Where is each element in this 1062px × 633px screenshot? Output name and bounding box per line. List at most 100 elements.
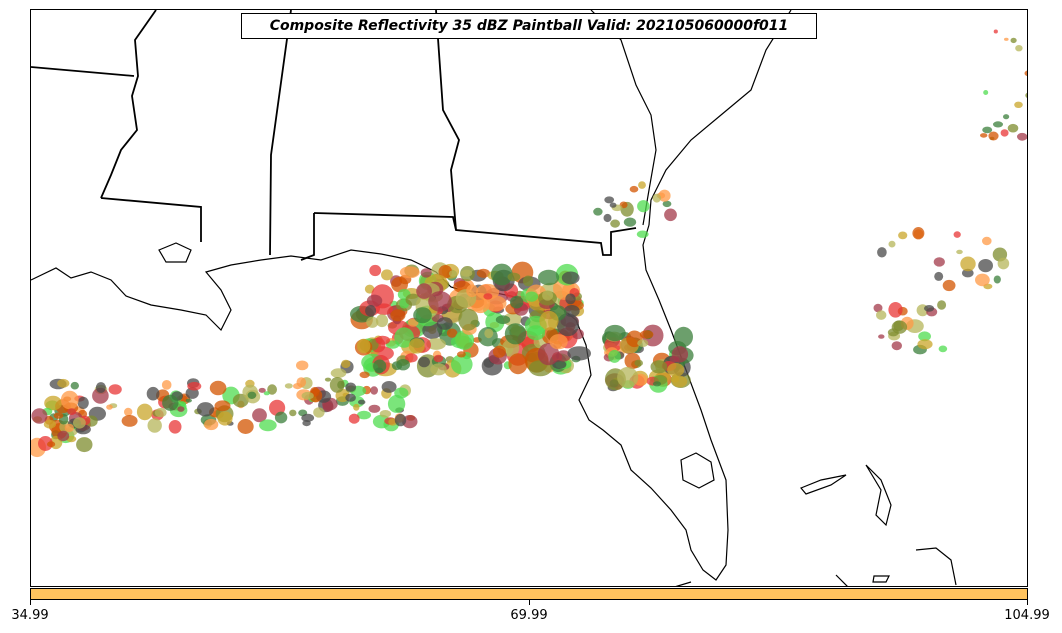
boundary-perdido: [300, 213, 315, 261]
island-bahamas-1: [800, 474, 847, 495]
echo-blob: [57, 430, 70, 442]
echo-blob: [44, 395, 62, 411]
echo-blob: [136, 403, 153, 421]
echo-blob: [451, 354, 473, 375]
echo-blob: [639, 330, 654, 339]
echo-blob: [617, 366, 639, 388]
reflectivity-echoes: [31, 29, 1027, 458]
echo-blob: [296, 360, 309, 371]
echo-blob: [348, 413, 360, 424]
echo-blob: [341, 359, 351, 369]
echo-blob: [289, 409, 297, 417]
echo-blob: [185, 398, 192, 403]
echo-blob: [396, 359, 410, 371]
echo-blob: [662, 200, 672, 208]
echo-blob: [379, 410, 392, 418]
echo-blob: [76, 437, 93, 453]
echo-blob: [177, 406, 185, 412]
echo-blob: [933, 257, 945, 267]
boundary-ar-north: [31, 66, 135, 77]
echo-blob: [436, 317, 453, 330]
echo-blob: [357, 338, 371, 354]
echo-blob: [368, 404, 381, 413]
echo-blob: [526, 325, 546, 341]
echo-blob: [77, 396, 89, 409]
echo-blob: [962, 268, 974, 278]
echo-blob: [438, 265, 453, 279]
echo-blob: [960, 256, 976, 272]
echo-blob: [387, 394, 406, 413]
echo-blob: [47, 441, 56, 448]
echo-blob: [365, 305, 377, 317]
echo-blob: [877, 247, 887, 258]
echo-blob: [997, 257, 1010, 270]
echo-blob: [366, 294, 383, 307]
echo-blob: [508, 353, 528, 375]
echo-blob: [214, 400, 231, 412]
echo-blob: [329, 377, 345, 393]
echo-blob: [652, 193, 661, 203]
echo-blob: [912, 227, 925, 240]
map-canvas: [31, 10, 1027, 586]
echo-blob: [301, 413, 315, 422]
echo-blob: [187, 381, 202, 391]
echo-blob: [982, 126, 993, 134]
lake-pontchartrain: [158, 242, 192, 263]
echo-blob: [324, 377, 332, 382]
echo-blob: [537, 343, 560, 366]
echo-blob: [413, 307, 432, 324]
echo-blob: [1014, 101, 1023, 109]
echo-blob: [934, 271, 944, 281]
echo-blob: [495, 315, 511, 325]
echo-blob: [658, 189, 671, 202]
echo-blob: [561, 271, 580, 285]
echo-blob: [552, 360, 567, 369]
echo-blob: [457, 351, 466, 358]
echo-blob: [67, 408, 77, 415]
echo-blob: [565, 293, 576, 305]
echo-blob: [458, 308, 479, 331]
colorbar-tick-label-0: 34.99: [11, 608, 49, 623]
lake-okeechobee: [680, 452, 715, 489]
echo-blob: [394, 413, 407, 427]
echo-blob: [1017, 132, 1027, 141]
echo-blob: [637, 200, 650, 213]
echo-blob: [888, 302, 903, 318]
echo-blob: [609, 202, 617, 208]
coast-gulf-west: [31, 224, 729, 581]
echo-blob: [887, 328, 899, 337]
echo-blob: [301, 391, 314, 400]
echo-blob: [510, 295, 524, 309]
echo-blob: [672, 375, 688, 388]
echo-blob: [31, 408, 48, 424]
echo-blob: [674, 326, 693, 347]
echo-blob: [567, 346, 591, 361]
map-frame[interactable]: [30, 9, 1028, 587]
echo-blob: [898, 231, 908, 240]
echo-blob: [106, 404, 113, 410]
echo-blob: [993, 121, 1003, 128]
echo-blob: [476, 268, 490, 278]
coast-ga-inner: [590, 10, 657, 226]
echo-blob: [1004, 37, 1009, 41]
echo-blob: [483, 293, 493, 300]
echo-blob: [664, 208, 677, 222]
echo-blob: [629, 185, 639, 193]
echo-blob: [1000, 129, 1009, 137]
echo-blob: [888, 240, 896, 248]
echo-blob: [542, 290, 554, 301]
echo-blob: [358, 399, 366, 405]
echo-blob: [1015, 45, 1023, 52]
map-title: Composite Reflectivity 35 dBZ Paintball …: [241, 13, 817, 39]
echo-blob: [1003, 114, 1010, 120]
echo-blob: [60, 390, 79, 410]
echo-blob: [504, 323, 527, 345]
coast-atlantic: [648, 10, 792, 226]
colorbar-tick-mark-1: [529, 600, 530, 605]
echo-blob: [938, 345, 948, 353]
echo-blob: [161, 380, 172, 390]
echo-blob: [394, 327, 414, 348]
island-bahamas-3: [915, 547, 957, 586]
echo-blob: [258, 387, 266, 393]
echo-blob: [975, 273, 990, 287]
